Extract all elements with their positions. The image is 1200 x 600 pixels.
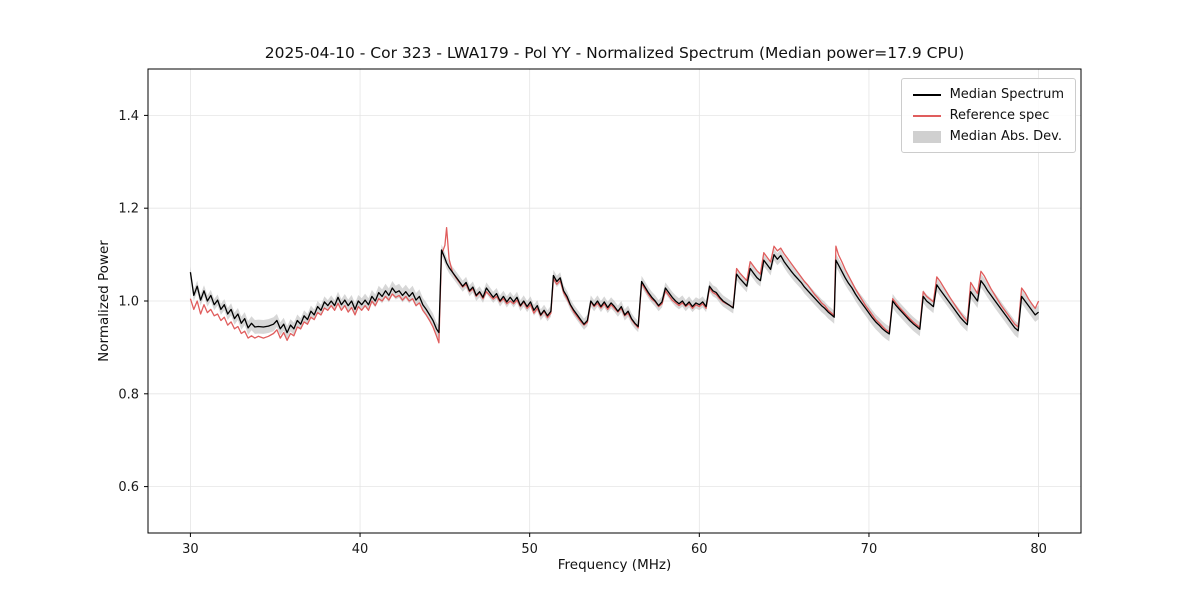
y-axis-label: Normalized Power xyxy=(96,240,112,362)
median-line-swatch xyxy=(912,93,941,96)
x-tick-label: 50 xyxy=(521,542,538,557)
legend: Median Spectrum Reference spec Median Ab… xyxy=(900,78,1076,153)
legend-entry-mad: Median Abs. Dev. xyxy=(912,129,1064,144)
legend-label-median-spectrum: Median Spectrum xyxy=(949,87,1064,102)
x-tick-label: 60 xyxy=(691,542,708,557)
chart-title: 2025-04-10 - Cor 323 - LWA179 - Pol YY -… xyxy=(264,44,965,62)
mad-band-swatch xyxy=(912,130,941,143)
reference-spec-line xyxy=(189,227,1040,344)
x-tick-label: 30 xyxy=(182,542,199,557)
y-tick-label: 0.8 xyxy=(118,387,139,402)
legend-entry-median-spectrum: Median Spectrum xyxy=(912,87,1064,102)
x-tick-label: 70 xyxy=(861,542,878,557)
median-spectrum-line xyxy=(189,249,1040,335)
legend-label-reference-spec: Reference spec xyxy=(949,108,1050,123)
mad-band xyxy=(190,244,1039,342)
y-tick-label: 1.2 xyxy=(118,202,139,217)
legend-entry-reference-spec: Reference spec xyxy=(912,108,1064,123)
x-tick-label: 80 xyxy=(1030,542,1047,557)
x-tick-label: 40 xyxy=(352,542,369,557)
reference-line-swatch xyxy=(912,114,941,117)
x-axis-label: Frequency (MHz) xyxy=(557,557,672,573)
y-tick-label: 1.4 xyxy=(118,109,139,124)
y-tick-label: 1.0 xyxy=(118,295,139,310)
legend-label-mad: Median Abs. Dev. xyxy=(949,129,1063,144)
y-tick-label: 0.6 xyxy=(118,480,139,495)
